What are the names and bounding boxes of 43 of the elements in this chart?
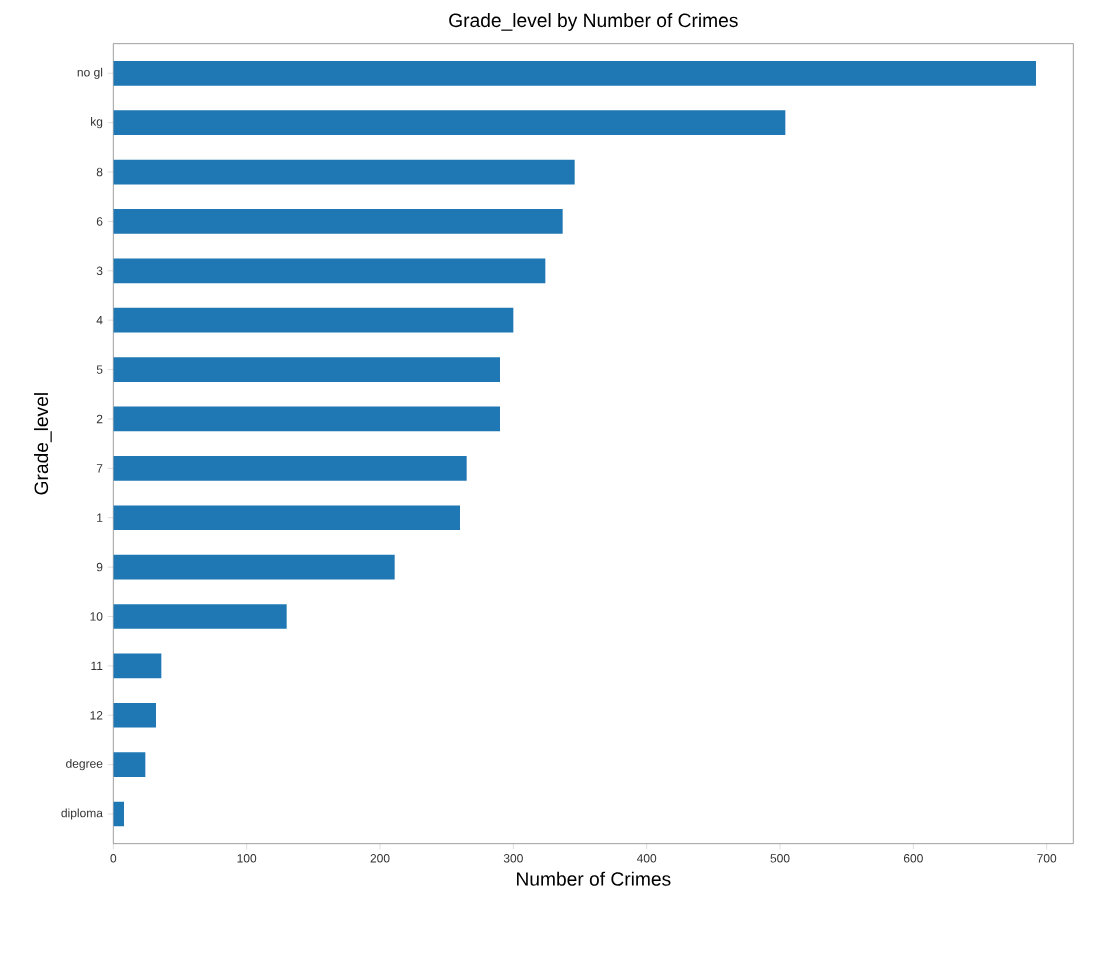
- x-tick-label: 600: [903, 854, 923, 863]
- bar: [113, 258, 546, 284]
- y-tick-label: 4: [96, 316, 103, 325]
- bar: [113, 357, 500, 382]
- bar: [113, 159, 575, 185]
- y-tick-label: no gl: [77, 67, 103, 79]
- y-tick-label: 12: [90, 711, 103, 720]
- y-tick-label: 5: [96, 365, 103, 374]
- x-tick-label: 500: [770, 854, 790, 863]
- y-tick-label: diploma: [61, 808, 103, 820]
- x-axis-title: Number of Crimes: [517, 871, 671, 886]
- x-tick-label: 400: [636, 854, 657, 863]
- y-tick-label: 8: [96, 167, 103, 177]
- y-tick-label: 3: [96, 266, 103, 276]
- bar: [113, 801, 124, 827]
- y-tick-label: 6: [96, 217, 103, 226]
- y-tick-label: degree: [66, 759, 103, 771]
- bar: [113, 505, 460, 531]
- chart-title: Grade_level by Number of Crimes: [449, 13, 738, 31]
- y-tick-label: 2: [96, 414, 103, 424]
- y-tick-label: kg: [91, 117, 103, 129]
- bar: [113, 752, 146, 777]
- bar: [113, 307, 514, 333]
- x-tick-label: 700: [1037, 854, 1057, 863]
- bar: [113, 60, 1036, 86]
- y-axis-title: Grade_level: [34, 393, 52, 495]
- bar: [113, 406, 500, 432]
- bar: [113, 604, 287, 629]
- bar: [113, 456, 467, 481]
- bar: [113, 110, 786, 136]
- x-tick-label: 100: [237, 854, 257, 863]
- bar: [113, 554, 395, 580]
- bar: [113, 209, 563, 234]
- y-tick-label: 1: [97, 513, 103, 522]
- x-tick-label: 300: [503, 854, 523, 863]
- y-tick-label: 7: [96, 464, 103, 473]
- bar: [113, 653, 162, 679]
- x-tick-label: 0: [110, 854, 117, 863]
- x-tick-label: 200: [370, 854, 390, 863]
- y-tick-label: 10: [90, 612, 103, 621]
- bar: [113, 702, 156, 728]
- y-tick-label: 11: [91, 661, 103, 670]
- y-tick-label: 9: [96, 562, 103, 572]
